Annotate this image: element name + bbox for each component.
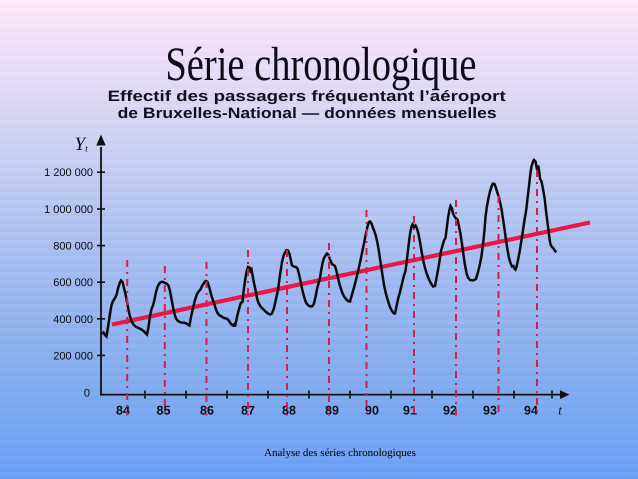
svg-text:800 000: 800 000 [53, 241, 93, 253]
svg-text:85: 85 [157, 403, 171, 417]
svg-text:Yt: Yt [75, 134, 89, 155]
svg-text:87: 87 [241, 403, 255, 417]
svg-text:89: 89 [325, 403, 339, 417]
svg-text:93: 93 [483, 403, 497, 417]
svg-text:t: t [558, 402, 562, 417]
svg-text:94: 94 [524, 403, 538, 417]
svg-text:1 000 000: 1 000 000 [44, 204, 93, 216]
svg-text:1 200 000: 1 200 000 [44, 167, 93, 179]
svg-text:90: 90 [365, 403, 379, 417]
svg-text:0: 0 [84, 388, 90, 400]
svg-text:200 000: 200 000 [53, 350, 93, 362]
svg-text:86: 86 [200, 403, 214, 417]
svg-text:92: 92 [443, 403, 457, 417]
svg-text:88: 88 [282, 403, 296, 417]
svg-text:400 000: 400 000 [53, 314, 93, 326]
svg-text:600 000: 600 000 [53, 277, 93, 289]
